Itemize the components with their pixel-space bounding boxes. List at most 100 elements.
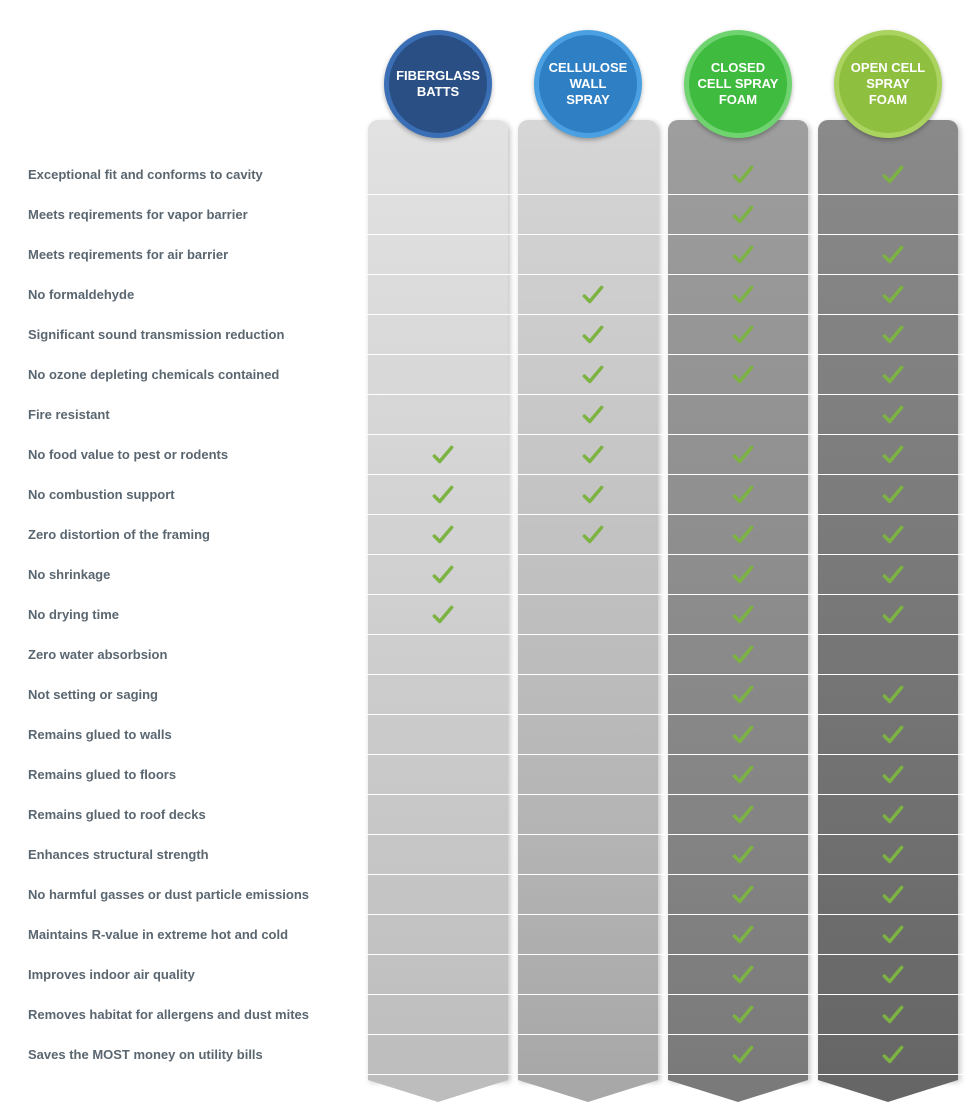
check-icon xyxy=(880,322,906,348)
cell-closed xyxy=(668,842,818,868)
cell-fiberglass xyxy=(368,562,518,588)
row-label: No combustion support xyxy=(10,487,360,502)
check-icon xyxy=(730,882,756,908)
check-icon xyxy=(730,802,756,828)
cell-open xyxy=(818,1042,968,1068)
check-icon xyxy=(880,522,906,548)
table-row: Improves indoor air quality xyxy=(10,955,970,995)
check-icon xyxy=(730,842,756,868)
check-icon xyxy=(880,562,906,588)
cell-closed xyxy=(668,882,818,908)
check-icon xyxy=(880,402,906,428)
row-label: Not setting or saging xyxy=(10,687,360,702)
cell-open xyxy=(818,562,968,588)
row-label: Meets reqirements for air barrier xyxy=(10,247,360,262)
row-label: Maintains R-value in extreme hot and col… xyxy=(10,927,360,942)
row-label: Exceptional fit and conforms to cavity xyxy=(10,167,360,182)
check-icon xyxy=(730,322,756,348)
cell-open xyxy=(818,242,968,268)
table-row: Meets reqirements for air barrier xyxy=(10,235,970,275)
check-icon xyxy=(880,1002,906,1028)
cell-closed xyxy=(668,602,818,628)
cell-closed xyxy=(668,962,818,988)
check-icon xyxy=(880,482,906,508)
row-label: Significant sound transmission reduction xyxy=(10,327,360,342)
row-label: No harmful gasses or dust particle emiss… xyxy=(10,887,360,902)
cell-closed xyxy=(668,242,818,268)
cell-open xyxy=(818,482,968,508)
check-icon xyxy=(880,882,906,908)
table-row: Maintains R-value in extreme hot and col… xyxy=(10,915,970,955)
table-row: No food value to pest or rodents xyxy=(10,435,970,475)
table-row: Remains glued to roof decks xyxy=(10,795,970,835)
cell-open xyxy=(818,962,968,988)
check-icon xyxy=(730,282,756,308)
check-icon xyxy=(430,442,456,468)
cell-cellulose xyxy=(518,442,668,468)
check-icon xyxy=(880,602,906,628)
check-icon xyxy=(730,642,756,668)
row-label: No formaldehyde xyxy=(10,287,360,302)
cell-open xyxy=(818,722,968,748)
row-label: Remains glued to roof decks xyxy=(10,807,360,822)
check-icon xyxy=(730,962,756,988)
row-label: Meets reqirements for vapor barrier xyxy=(10,207,360,222)
check-icon xyxy=(430,522,456,548)
cell-closed xyxy=(668,562,818,588)
cell-open xyxy=(818,282,968,308)
check-icon xyxy=(430,562,456,588)
row-label: Remains glued to floors xyxy=(10,767,360,782)
cell-closed xyxy=(668,722,818,748)
table-row: Not setting or saging xyxy=(10,675,970,715)
check-icon xyxy=(730,202,756,228)
check-icon xyxy=(880,682,906,708)
badge-fiberglass: FIBERGLASS BATTS xyxy=(384,30,492,138)
table-row: No formaldehyde xyxy=(10,275,970,315)
cell-cellulose xyxy=(518,322,668,348)
comparison-chart: FIBERGLASS BATTS CELLULOSE WALL SPRAY CLOS… xyxy=(10,10,970,1097)
cell-closed xyxy=(668,362,818,388)
check-icon xyxy=(880,162,906,188)
cell-cellulose xyxy=(518,362,668,388)
cell-closed xyxy=(668,482,818,508)
cell-open xyxy=(818,1002,968,1028)
cell-closed xyxy=(668,322,818,348)
row-label: Zero water absorbsion xyxy=(10,647,360,662)
badge-open: OPEN CELL SPRAY FOAM xyxy=(834,30,942,138)
cell-open xyxy=(818,762,968,788)
row-label: No food value to pest or rodents xyxy=(10,447,360,462)
row-label: No shrinkage xyxy=(10,567,360,582)
cell-open xyxy=(818,362,968,388)
badge-cellulose: CELLULOSE WALL SPRAY xyxy=(534,30,642,138)
table-row: Remains glued to floors xyxy=(10,755,970,795)
cell-open xyxy=(818,162,968,188)
check-icon xyxy=(730,362,756,388)
cell-open xyxy=(818,322,968,348)
cell-closed xyxy=(668,1002,818,1028)
check-icon xyxy=(880,762,906,788)
check-icon xyxy=(730,242,756,268)
check-icon xyxy=(730,442,756,468)
check-icon xyxy=(730,1002,756,1028)
check-icon xyxy=(880,282,906,308)
table-row: Removes habitat for allergens and dust m… xyxy=(10,995,970,1035)
cell-fiberglass xyxy=(368,522,518,548)
check-icon xyxy=(580,282,606,308)
cell-closed xyxy=(668,642,818,668)
table-row: Meets reqirements for vapor barrier xyxy=(10,195,970,235)
cell-open xyxy=(818,442,968,468)
check-icon xyxy=(430,482,456,508)
check-icon xyxy=(580,362,606,388)
badge-closed: CLOSED CELL SPRAY FOAM xyxy=(684,30,792,138)
cell-cellulose xyxy=(518,482,668,508)
row-label: No ozone depleting chemicals contained xyxy=(10,367,360,382)
cell-open xyxy=(818,882,968,908)
check-icon xyxy=(730,762,756,788)
table-row: Exceptional fit and conforms to cavity xyxy=(10,155,970,195)
check-icon xyxy=(880,922,906,948)
check-icon xyxy=(880,842,906,868)
check-icon xyxy=(730,682,756,708)
table-row: Fire resistant xyxy=(10,395,970,435)
cell-closed xyxy=(668,1042,818,1068)
row-label: No drying time xyxy=(10,607,360,622)
